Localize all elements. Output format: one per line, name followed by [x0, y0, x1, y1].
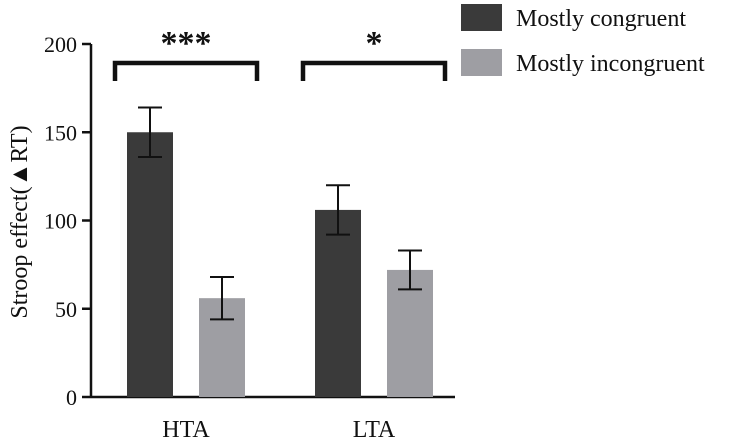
legend-swatch-mostly-incongruent: [461, 49, 502, 76]
bar-hta-mostly-congruent: [127, 132, 173, 397]
significance-label-hta: ***: [161, 25, 212, 62]
y-tick-label: 100: [44, 209, 77, 234]
y-axis-label: Stroop effect(▲RT): [7, 125, 33, 318]
y-tick-label: 0: [66, 385, 77, 410]
significance-brackets: *** *: [112, 25, 448, 81]
y-ticks: 0 50 100 150 200: [44, 32, 91, 410]
bar-lta-mostly-congruent: [315, 209, 361, 397]
bar-lta-mostly-incongruent: [387, 269, 433, 397]
category-labels: HTA LTA: [162, 417, 396, 443]
y-tick-label: 200: [44, 32, 77, 57]
y-tick-label: 50: [55, 297, 77, 322]
category-label-hta: HTA: [162, 417, 210, 443]
significance-bracket-lta: [300, 60, 448, 81]
category-label-lta: LTA: [353, 417, 396, 443]
significance-label-lta: *: [366, 25, 383, 62]
bars: [127, 106, 433, 397]
legend-label-mostly-congruent: Mostly congruent: [516, 6, 686, 32]
significance-bracket-hta: [112, 60, 260, 81]
y-tick-label: 150: [44, 120, 77, 145]
legend: Mostly congruent Mostly incongruent: [461, 4, 705, 77]
legend-swatch-mostly-congruent: [461, 4, 502, 31]
legend-label-mostly-incongruent: Mostly incongruent: [516, 51, 705, 77]
